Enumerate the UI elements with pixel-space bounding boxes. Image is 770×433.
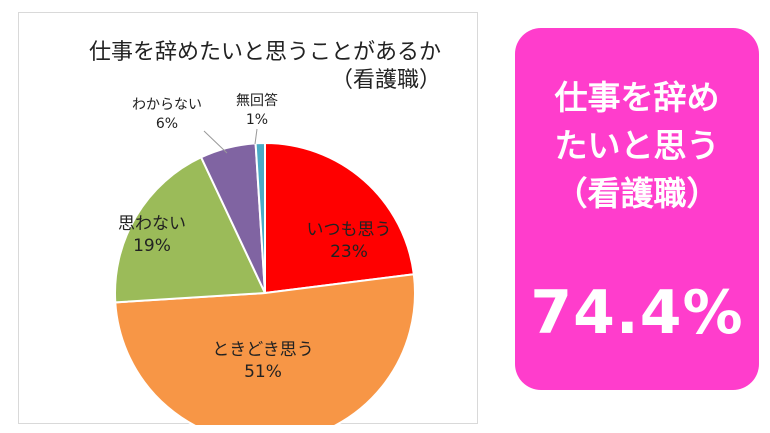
slice-value-1: 23%	[330, 242, 368, 262]
pie-slice-1	[264, 141, 415, 295]
chart-panel: 仕事を辞めたいと思うことがあるか （看護職） いつも思う 23% ときどき思う 51%…	[18, 12, 478, 425]
leader-line-4	[203, 130, 228, 154]
callout-line-2: たいと思う	[554, 126, 720, 165]
slice-value-4: 6%	[156, 116, 178, 132]
slice-label-3: 思わない	[118, 214, 186, 234]
slice-label-2: ときどき思う	[212, 340, 314, 360]
slice-value-2: 51%	[244, 362, 282, 382]
slice-label-5: 無回答	[236, 92, 278, 109]
callout-line-3: （看護職）	[554, 174, 720, 213]
callout-line-1: 仕事を辞め	[554, 78, 720, 117]
callout-value: 74.4%	[530, 278, 744, 348]
slice-value-3: 19%	[133, 236, 171, 256]
pie-slice-2	[114, 273, 416, 425]
chart-title-block: 仕事を辞めたいと思うことがあるか （看護職）	[69, 39, 441, 94]
slice-value-5: 1%	[246, 112, 268, 128]
chart-subtitle: （看護職）	[330, 67, 441, 93]
pie-slice-3	[114, 155, 267, 304]
callout-heading: 仕事を辞め たいと思う （看護職）	[515, 74, 759, 218]
highlight-callout: 仕事を辞め たいと思う （看護職） 74.4%	[515, 28, 759, 390]
slice-label-4: わからない	[132, 97, 202, 113]
slice-label-1: いつも思う	[307, 220, 392, 240]
chart-title: 仕事を辞めたいと思うことがあるか	[88, 40, 441, 65]
leader-line-5	[254, 128, 258, 145]
